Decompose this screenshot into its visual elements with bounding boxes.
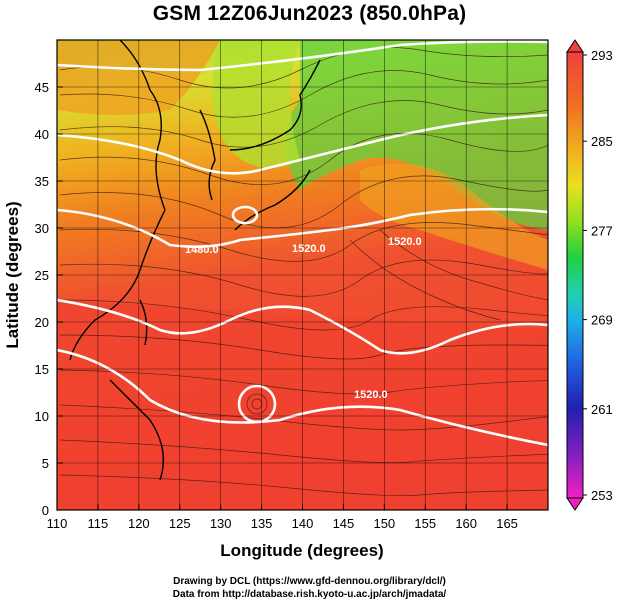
credit-line-2: Data from http://database.rish.kyoto-u.a… <box>172 589 447 600</box>
x-tick-label: 125 <box>169 516 191 531</box>
x-tick-label: 135 <box>251 516 273 531</box>
wind-streamlines <box>59 47 548 497</box>
colorbar: 293 285 277 269 261 253 <box>566 39 613 511</box>
y-axis: 0 5 10 15 20 25 30 35 40 45 <box>35 80 63 518</box>
y-tick-label: 25 <box>35 268 49 283</box>
temperature-field <box>57 40 548 510</box>
credit-line-1: Drawing by DCL (https://www.gfd-dennou.o… <box>173 576 446 587</box>
y-tick-label: 45 <box>35 80 49 95</box>
lat-lon-grid <box>57 40 548 510</box>
colorbar-gradient <box>566 51 584 499</box>
colorbar-tick-label: 253 <box>591 488 613 503</box>
y-axis-title: Latitude (degrees) <box>3 201 22 348</box>
x-tick-label: 130 <box>210 516 232 531</box>
chart-title: GSM 12Z06Jun2023 (850.0hPa) <box>152 2 467 25</box>
contour-labels: 1480.0 1520.0 1520.0 1520.0 <box>185 236 422 401</box>
x-tick-label: 115 <box>88 516 109 531</box>
contour-label: 1520.0 <box>354 389 388 401</box>
contour-label: 1480.0 <box>185 244 219 256</box>
x-axis: 110 115 120 125 130 135 140 145 150 155 160 165 <box>47 504 518 531</box>
y-tick-label: 35 <box>35 174 49 189</box>
x-tick-label: 165 <box>496 516 518 531</box>
contour-label: 1520.0 <box>292 243 326 255</box>
x-tick-label: 140 <box>292 516 314 531</box>
coastlines <box>69 40 321 481</box>
x-tick-label: 145 <box>333 516 355 531</box>
y-tick-label: 30 <box>35 221 49 236</box>
x-tick-label: 160 <box>455 516 477 531</box>
x-tick-label: 110 <box>47 516 68 531</box>
x-tick-label: 150 <box>373 516 395 531</box>
y-tick-label: 40 <box>35 127 49 142</box>
x-tick-label: 155 <box>414 516 436 531</box>
colorbar-tick-label: 277 <box>591 223 613 238</box>
colorbar-top-triangle <box>566 39 584 53</box>
y-tick-label: 10 <box>35 409 49 424</box>
y-tick-label: 15 <box>35 362 49 377</box>
x-axis-title: Longitude (degrees) <box>220 541 383 560</box>
y-tick-label: 20 <box>35 315 49 330</box>
colorbar-tick-label: 261 <box>591 402 613 417</box>
colorbar-bottom-triangle <box>566 497 584 511</box>
colorbar-tick-label: 285 <box>591 134 613 149</box>
y-tick-label: 5 <box>42 456 49 471</box>
colorbar-tick-label: 269 <box>591 313 613 328</box>
y-tick-label: 0 <box>42 503 49 518</box>
contour-label: 1520.0 <box>388 236 422 248</box>
x-tick-label: 120 <box>128 516 150 531</box>
colorbar-tick-label: 293 <box>591 48 613 63</box>
geopotential-contours <box>57 40 548 447</box>
